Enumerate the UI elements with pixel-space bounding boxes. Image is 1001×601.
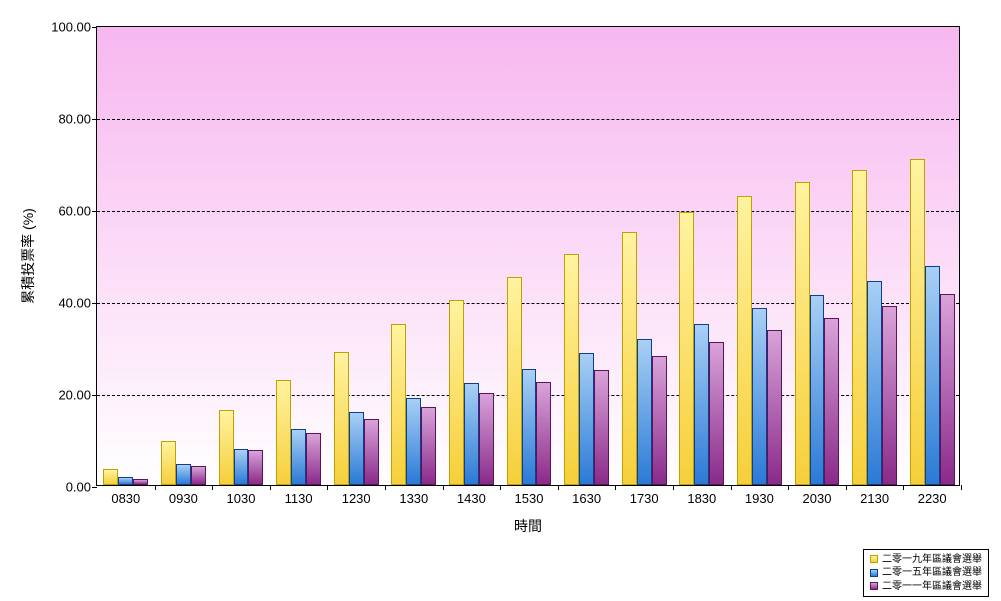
xtick-label: 2030: [803, 485, 832, 506]
bar: [594, 370, 609, 485]
bar: [479, 393, 494, 485]
bar: [161, 441, 176, 485]
bar: [579, 353, 594, 485]
plot-area: 0.0020.0040.0060.0080.00100.000830093010…: [96, 26, 960, 486]
ytick-label: 60.00: [58, 204, 97, 219]
xtick-mark: [155, 485, 156, 490]
bar: [118, 477, 133, 485]
bar: [276, 380, 291, 485]
xtick-label: 2130: [860, 485, 889, 506]
legend-label: 二零一九年區議會選舉: [882, 553, 982, 567]
xtick-mark: [212, 485, 213, 490]
bar: [637, 339, 652, 485]
xtick-mark: [903, 485, 904, 490]
bar: [737, 196, 752, 485]
bar: [234, 449, 249, 485]
xtick-mark: [731, 485, 732, 490]
bar: [824, 318, 839, 485]
bar: [291, 429, 306, 485]
bar: [449, 300, 464, 485]
bar: [767, 330, 782, 485]
legend-swatch: [870, 569, 878, 577]
bar: [507, 277, 522, 485]
ytick-label: 40.00: [58, 296, 97, 311]
xtick-mark: [558, 485, 559, 490]
bar: [334, 352, 349, 485]
bar: [564, 254, 579, 485]
xtick-label: 1730: [630, 485, 659, 506]
xtick-label: 2230: [918, 485, 947, 506]
xtick-mark: [500, 485, 501, 490]
bar: [622, 232, 637, 485]
xtick-label: 1230: [342, 485, 371, 506]
legend-swatch: [870, 555, 878, 563]
bar: [364, 419, 379, 485]
xtick-mark: [788, 485, 789, 490]
bar: [191, 466, 206, 485]
bar: [306, 433, 321, 485]
xtick-label: 1430: [457, 485, 486, 506]
ytick-label: 80.00: [58, 112, 97, 127]
y-axis-label: 累積投票率 (%): [18, 208, 38, 304]
xtick-mark: [327, 485, 328, 490]
bar: [248, 450, 263, 485]
xtick-label: 1530: [515, 485, 544, 506]
bar: [810, 295, 825, 485]
bar: [652, 356, 667, 485]
ytick-label: 0.00: [66, 480, 97, 495]
bar: [910, 159, 925, 485]
bar: [391, 324, 406, 485]
xtick-label: 1030: [227, 485, 256, 506]
bar: [795, 182, 810, 485]
xtick-label: 1330: [399, 485, 428, 506]
legend-row: 二零一九年區議會選舉: [870, 553, 982, 567]
chart-container: 0.00 20.00 40.00 60.00 80.00 100.00 0830 0930 10…: [0, 0, 1001, 601]
legend: 二零一九年區議會選舉二零一五年區議會選舉二零一一年區議會選舉: [863, 549, 989, 598]
xtick-label: 1130: [285, 485, 313, 506]
xtick-mark: [846, 485, 847, 490]
xtick-mark: [443, 485, 444, 490]
legend-swatch: [870, 582, 878, 590]
gridline: [97, 303, 959, 304]
xtick-label: 0930: [169, 485, 198, 506]
gridline: [97, 119, 959, 120]
bar: [176, 464, 191, 485]
x-axis-label: 時間: [514, 516, 542, 536]
gridline: [97, 211, 959, 212]
bar: [406, 398, 421, 485]
xtick-mark: [270, 485, 271, 490]
bar: [522, 369, 537, 485]
bar: [882, 306, 897, 485]
bar: [940, 294, 955, 485]
bar: [925, 266, 940, 485]
bar: [752, 308, 767, 485]
legend-row: 二零一一年區議會選舉: [870, 580, 982, 594]
bar: [349, 412, 364, 485]
bar: [103, 469, 118, 485]
legend-label: 二零一一年區議會選舉: [882, 580, 982, 594]
legend-label: 二零一五年區議會選舉: [882, 566, 982, 580]
ytick-label: 100.00: [51, 20, 97, 35]
xtick-mark: [673, 485, 674, 490]
bar: [867, 281, 882, 485]
bar: [709, 342, 724, 485]
xtick-label: 1930: [745, 485, 774, 506]
xtick-label: 1830: [687, 485, 716, 506]
legend-row: 二零一五年區議會選舉: [870, 566, 982, 580]
bar: [694, 324, 709, 485]
bar: [219, 410, 234, 485]
xtick-mark: [615, 485, 616, 490]
xtick-label: 0830: [111, 485, 140, 506]
bar: [679, 212, 694, 485]
bar: [133, 479, 148, 485]
ytick-label: 20.00: [58, 388, 97, 403]
xtick-mark: [961, 485, 962, 490]
bar: [852, 170, 867, 485]
bar: [536, 382, 551, 486]
xtick-label: 1630: [572, 485, 601, 506]
bar: [421, 407, 436, 485]
bar: [464, 383, 479, 485]
xtick-mark: [385, 485, 386, 490]
